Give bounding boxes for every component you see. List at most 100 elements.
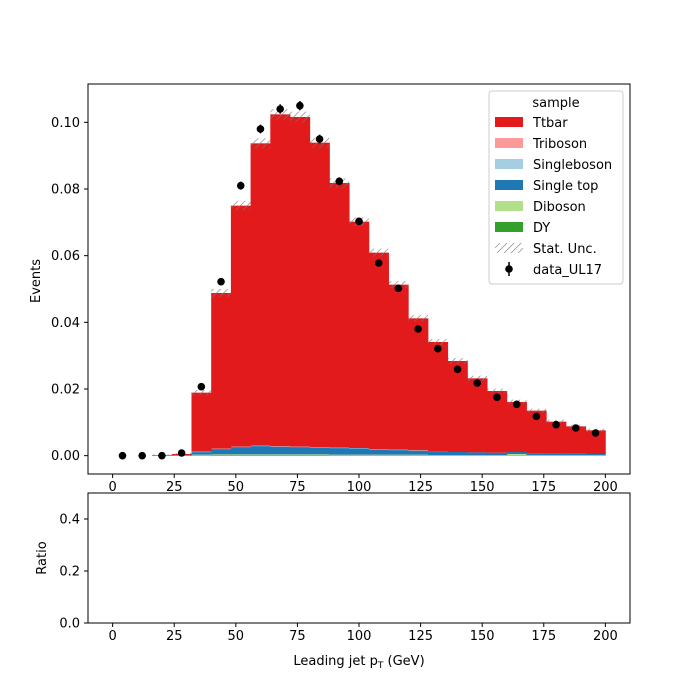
legend-label: DY bbox=[533, 221, 550, 236]
x-tick-label: 25 bbox=[166, 629, 183, 644]
data-point bbox=[532, 412, 541, 421]
legend-item-dy: DY bbox=[495, 221, 550, 236]
x-tick-label: 150 bbox=[470, 480, 495, 495]
bar-single-top bbox=[546, 453, 567, 455]
legend-item-data-ul17: data_UL17 bbox=[505, 262, 602, 278]
legend-swatch-hatch bbox=[495, 243, 523, 253]
bar-ttbar bbox=[585, 430, 606, 454]
x-tick-label: 150 bbox=[470, 629, 495, 644]
x-tick-label: 100 bbox=[347, 629, 372, 644]
bar-singleboson bbox=[368, 449, 389, 450]
x-tick-label: 50 bbox=[228, 480, 245, 495]
bar-diboson bbox=[408, 454, 429, 456]
bar-diboson bbox=[585, 455, 606, 456]
series-single-top bbox=[191, 446, 606, 455]
legend-entries: Ttbar Triboson Singleboson Single top Diboso… bbox=[495, 116, 612, 278]
legend-item-triboson: Triboson bbox=[495, 137, 587, 152]
data-point bbox=[414, 325, 422, 333]
stat-unc-band bbox=[191, 390, 212, 396]
data-point bbox=[434, 344, 442, 353]
bar-dy bbox=[408, 455, 429, 456]
legend-label: Ttbar bbox=[532, 116, 568, 131]
main-y-ticks: 0.00 0.02 0.04 0.06 0.08 0.10 bbox=[51, 116, 88, 464]
bar-dy bbox=[447, 455, 468, 456]
x-tick-label: 125 bbox=[408, 629, 433, 644]
ratio-plot-frame bbox=[87, 492, 631, 624]
bar-dy bbox=[388, 455, 409, 456]
x-axis-label-unit: (GeV) bbox=[383, 654, 424, 669]
legend-marker bbox=[505, 265, 513, 273]
x-tick-label: 75 bbox=[289, 480, 306, 495]
bar-diboson bbox=[230, 454, 251, 455]
bar-singleboson bbox=[309, 447, 330, 448]
legend-item-single-top: Single top bbox=[495, 179, 598, 194]
ratio-x-ticks: 0 25 50 75 100 125 150 175 200 bbox=[108, 623, 618, 644]
bar-ttbar bbox=[230, 205, 251, 447]
stat-unc-band bbox=[408, 315, 428, 322]
stat-unc-band bbox=[467, 375, 488, 381]
y-tick-label: 0.2 bbox=[59, 565, 80, 580]
x-axis-label-main: Leading jet p bbox=[293, 654, 378, 669]
stat-unc-band bbox=[211, 289, 231, 297]
series-dy bbox=[191, 454, 606, 456]
bar-singleboson bbox=[349, 448, 370, 449]
stat-unc-band bbox=[526, 408, 547, 413]
bar-dy bbox=[309, 454, 330, 456]
data-point bbox=[453, 365, 462, 374]
y-tick-label: 0.08 bbox=[51, 183, 80, 198]
bar-single-top bbox=[447, 452, 468, 455]
bar-single-top bbox=[211, 449, 232, 455]
stat-unc-band bbox=[290, 111, 310, 123]
bar-diboson bbox=[565, 455, 587, 456]
bar-dy bbox=[290, 454, 311, 456]
bar-diboson bbox=[467, 455, 488, 456]
bar-single-top bbox=[408, 450, 429, 455]
bar-ttbar bbox=[191, 392, 212, 452]
legend-item-stat-unc-: Stat. Unc. bbox=[495, 242, 597, 257]
data-point bbox=[355, 217, 363, 226]
bar-diboson bbox=[388, 454, 409, 456]
bar-single-top bbox=[309, 447, 330, 455]
bar-dy bbox=[230, 454, 251, 456]
legend-item-ttbar: Ttbar bbox=[495, 116, 568, 131]
bar-single-top bbox=[349, 448, 370, 455]
legend-label: Singleboson bbox=[533, 158, 612, 173]
bar-single-top bbox=[290, 447, 311, 455]
data-point bbox=[296, 101, 304, 110]
legend-swatch bbox=[495, 222, 523, 232]
bar-ttbar bbox=[427, 342, 449, 452]
bar-dy bbox=[270, 454, 291, 456]
bar-dy bbox=[427, 455, 449, 456]
data-point bbox=[572, 424, 580, 432]
bar-ttbar bbox=[290, 117, 311, 447]
bar-dy bbox=[546, 455, 567, 456]
x-tick-label: 0 bbox=[108, 480, 116, 495]
stat-unc-band bbox=[368, 248, 389, 257]
bar-singleboson bbox=[191, 451, 212, 453]
bar-ttbar bbox=[546, 421, 567, 454]
data-point bbox=[177, 449, 186, 457]
x-axis-label-subscript: T bbox=[377, 661, 384, 671]
bar-singleboson bbox=[290, 446, 311, 448]
main-y-label: Events bbox=[29, 259, 44, 303]
y-tick-label: 0.10 bbox=[51, 116, 80, 131]
data-point bbox=[276, 105, 284, 113]
x-tick-label: 175 bbox=[531, 629, 556, 644]
legend-label: Diboson bbox=[533, 200, 586, 215]
series-diboson bbox=[191, 454, 606, 456]
bar-single-top bbox=[230, 447, 251, 455]
bar-ttbar bbox=[408, 318, 429, 451]
bar-dy bbox=[526, 455, 547, 456]
y-tick-label: 0.00 bbox=[51, 449, 80, 464]
bar-singleboson bbox=[211, 448, 232, 450]
bar-diboson bbox=[329, 454, 350, 456]
x-tick-label: 75 bbox=[289, 629, 306, 644]
bar-single-top bbox=[191, 452, 212, 455]
bar-singleboson bbox=[388, 449, 409, 451]
legend-item-singleboson: Singleboson bbox=[495, 158, 612, 173]
bar-diboson bbox=[546, 455, 567, 456]
legend-label: Stat. Unc. bbox=[533, 242, 597, 257]
x-tick-label: 125 bbox=[408, 480, 433, 495]
stack-layer bbox=[152, 114, 606, 456]
bar-ttbar bbox=[506, 402, 527, 452]
